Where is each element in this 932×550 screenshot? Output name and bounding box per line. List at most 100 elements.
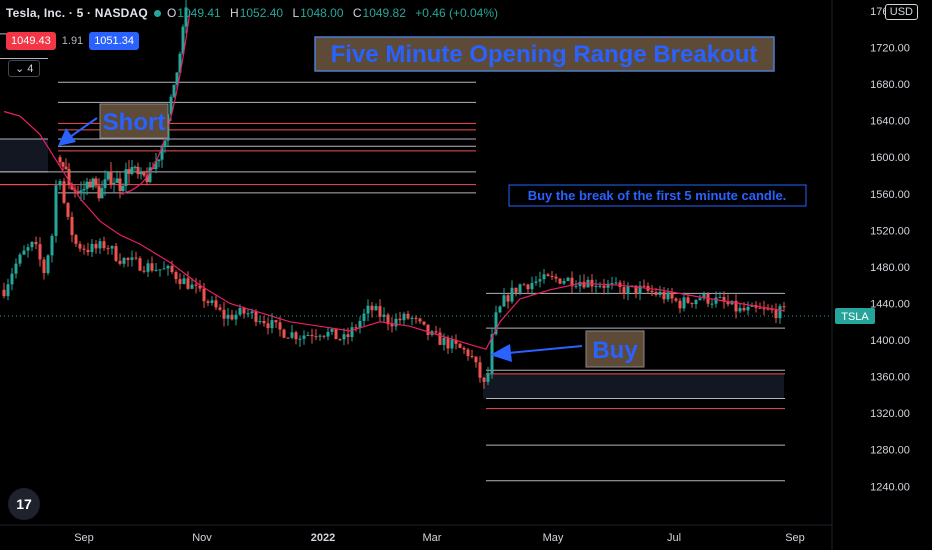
candle-body <box>112 182 116 185</box>
candle-body <box>626 285 630 295</box>
candle-body <box>250 311 254 314</box>
candle-body <box>62 181 66 203</box>
candle-body <box>530 282 534 290</box>
high-value: 1052.40 <box>239 6 284 20</box>
candle-body <box>102 241 106 249</box>
symbol-title[interactable]: Tesla, Inc. · 5 · NASDAQ <box>6 6 148 20</box>
candle-body <box>10 273 14 285</box>
y-tick-label: 1280.00 <box>870 445 910 457</box>
y-tick-label: 1240.00 <box>870 481 910 493</box>
tradingview-logo[interactable]: 17 <box>8 488 40 520</box>
candle-body <box>169 96 173 115</box>
y-tick-label: 1480.00 <box>870 262 910 274</box>
candle-body <box>181 26 185 54</box>
candle-body <box>130 257 134 260</box>
ohlc-readout: O1049.41 H1052.40 L1048.00 C1049.82 +0.4… <box>167 6 504 20</box>
candle-body <box>118 260 122 264</box>
currency-selector[interactable]: USD <box>884 4 918 20</box>
buy-range-box <box>483 373 784 399</box>
candle-body <box>358 320 362 328</box>
candle-body <box>158 269 162 271</box>
candle-body <box>115 178 119 183</box>
change-value: +0.46 (+0.04%) <box>415 6 498 20</box>
candle-body <box>157 159 161 162</box>
candle-body <box>294 332 298 340</box>
candle-body <box>154 161 158 170</box>
candle-body <box>726 301 730 305</box>
chart-title: Five Minute Opening Range Breakout <box>331 41 758 68</box>
y-tick-label: 1320.00 <box>870 408 910 420</box>
candle-body <box>163 140 167 146</box>
candle-body <box>126 258 130 260</box>
short-label-box <box>99 103 169 139</box>
time-axis[interactable]: Sep Nov 2022 Mar May Jul Sep <box>74 532 805 544</box>
candle-body <box>242 308 246 314</box>
price-axis[interactable]: 1760.001720.001680.001640.001600.001560.… <box>870 6 910 493</box>
candle-body <box>426 324 430 335</box>
candle-body <box>546 274 550 277</box>
candle-body <box>326 331 330 337</box>
candle-body <box>218 307 222 310</box>
candle-body <box>130 167 134 174</box>
candle-body <box>66 202 70 217</box>
candle-body <box>162 268 166 270</box>
candle-body <box>178 53 182 73</box>
candle-body <box>610 283 614 285</box>
y-tick-label: 1680.00 <box>870 79 910 91</box>
candle-body <box>186 278 190 289</box>
candle-body <box>554 276 558 279</box>
candle-body <box>154 269 158 271</box>
candle-body <box>478 362 482 378</box>
candle-body <box>310 334 314 337</box>
indicator-count: 4 <box>27 63 34 75</box>
candle-body <box>322 335 326 337</box>
candle-body <box>278 322 282 330</box>
candle-body <box>238 308 242 315</box>
x-tick-label: Mar <box>423 532 442 544</box>
candle-body <box>90 243 94 253</box>
open-label: O <box>166 6 177 20</box>
candle-body <box>134 257 138 259</box>
candle-body <box>374 306 378 311</box>
candle-body <box>470 356 474 358</box>
candle-body <box>702 293 706 299</box>
candle-body <box>174 272 178 280</box>
candle-body <box>58 157 62 163</box>
candle-body <box>570 277 574 287</box>
candle-body <box>742 307 746 311</box>
candle-body <box>778 306 782 319</box>
ticker-tag <box>835 308 875 324</box>
bid-ask-panel: 1049.43 1.91 1051.34 <box>6 32 139 50</box>
candle-body <box>214 300 218 308</box>
short-label: Short <box>103 109 166 136</box>
candle-body <box>78 243 82 249</box>
sell-button[interactable]: 1049.43 <box>6 32 56 50</box>
candle-body <box>770 309 774 311</box>
candle-body <box>662 291 666 300</box>
close-value: 1049.82 <box>362 6 406 20</box>
y-tick-label: 1640.00 <box>870 116 910 128</box>
candle-body <box>146 263 150 272</box>
candle-body <box>266 323 270 329</box>
candle-body <box>110 246 114 249</box>
collapse-indicators-button[interactable]: ⌄ 4 <box>8 60 41 77</box>
candle-body <box>710 303 714 305</box>
candle-body <box>350 327 354 338</box>
candle-body <box>76 191 80 193</box>
candle-body <box>30 241 34 248</box>
candle-body <box>398 318 402 321</box>
candle-body <box>718 296 722 298</box>
buy-button[interactable]: 1051.34 <box>89 32 139 50</box>
candle-body <box>650 290 654 293</box>
candle-body <box>175 72 179 85</box>
candle-body <box>502 295 506 307</box>
moving-average-line <box>3 110 785 350</box>
candle-body <box>538 279 542 282</box>
buy-label: Buy <box>592 337 638 364</box>
candle-body <box>330 328 334 332</box>
candle-body <box>22 250 26 255</box>
candle-body <box>394 318 398 327</box>
candle-body <box>638 285 642 294</box>
candle-body <box>766 308 770 310</box>
